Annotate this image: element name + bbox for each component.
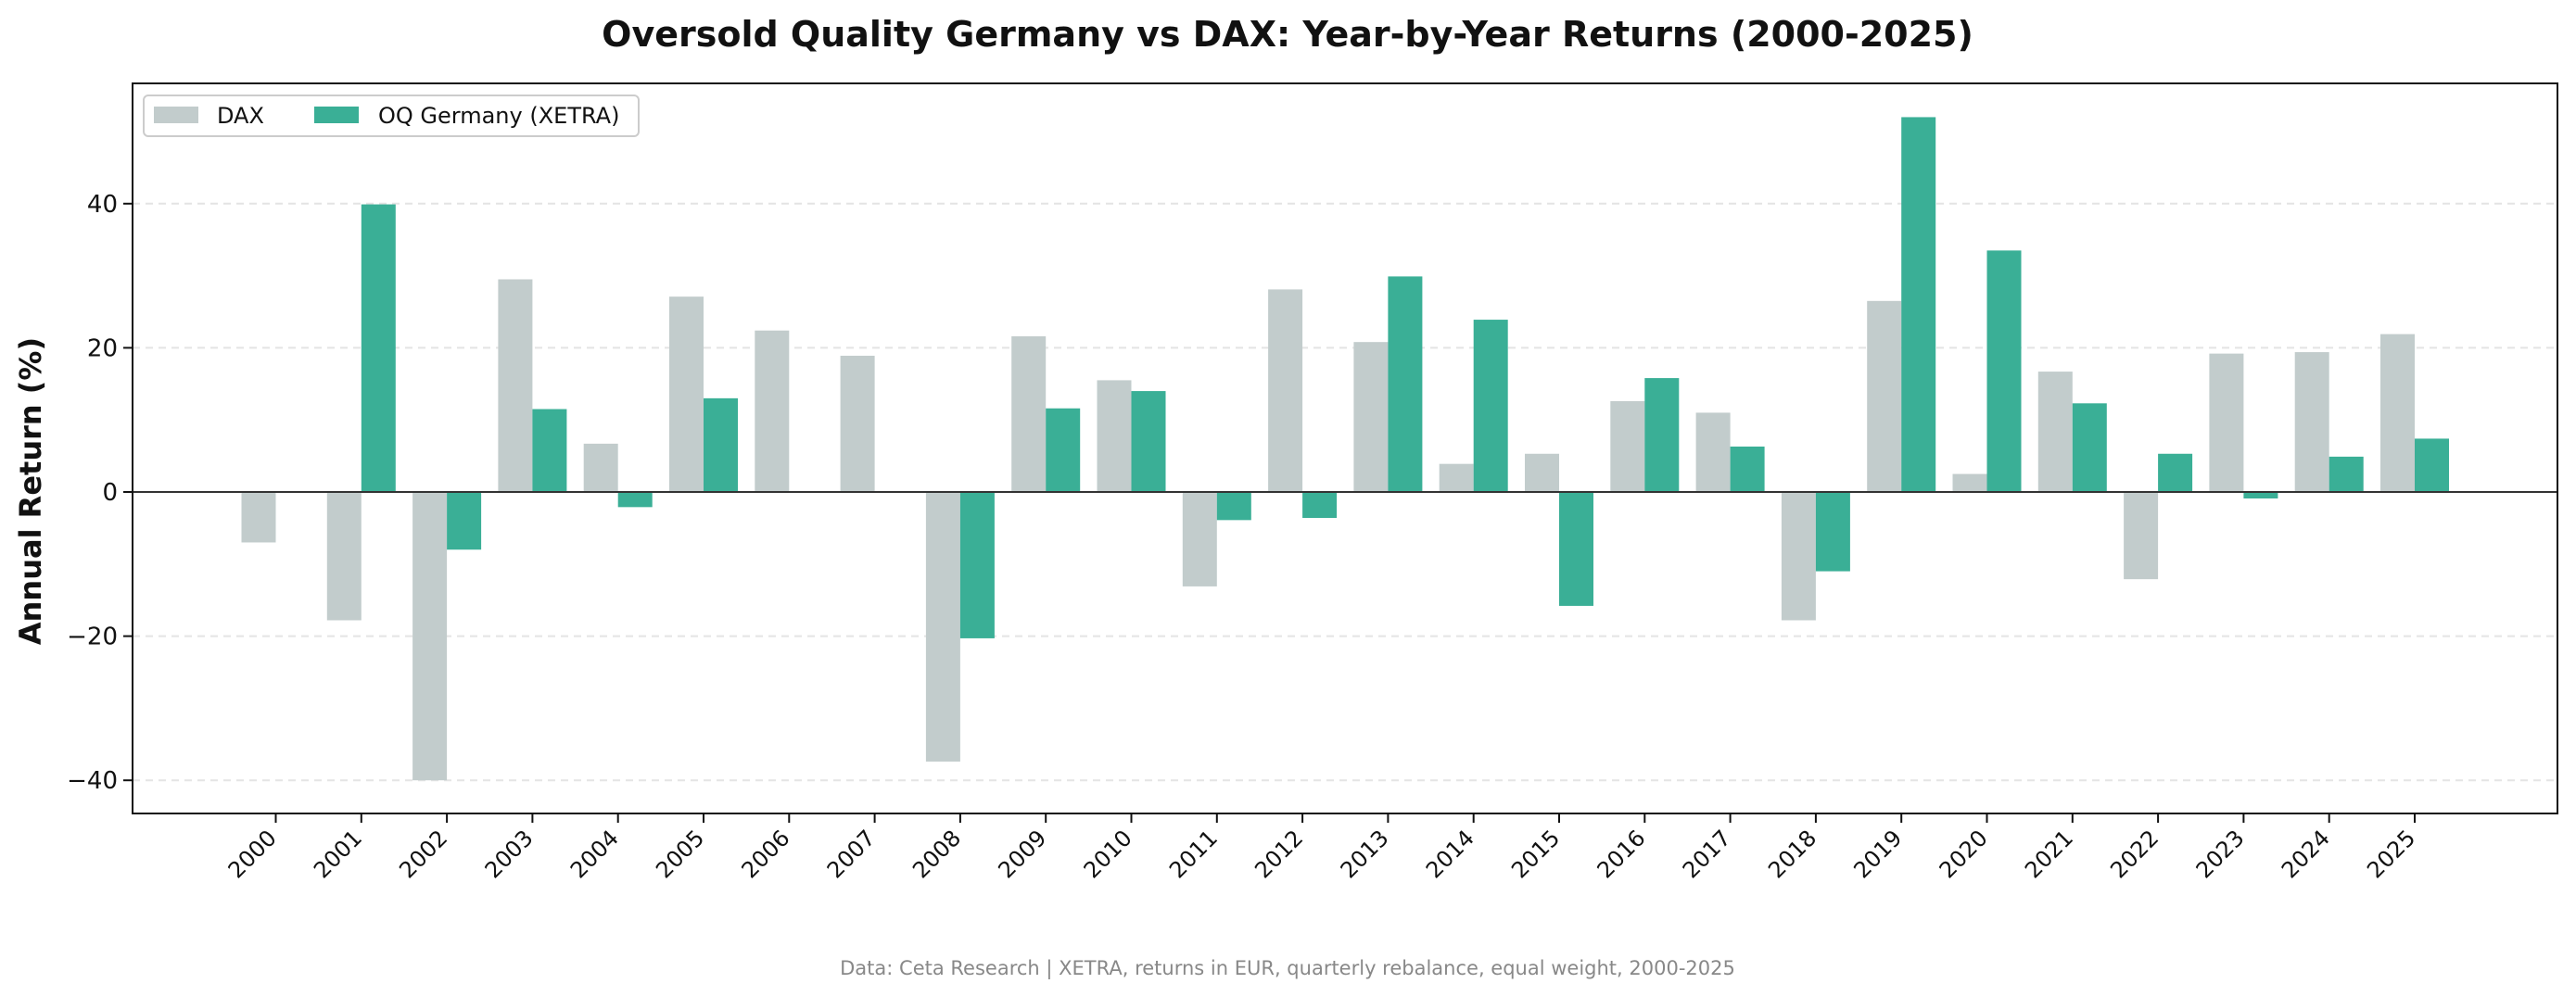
bar-oq-germany-2024 [2329,456,2364,492]
x-tick-label: 2014 [1421,825,1479,883]
bar-dax-2017 [1695,412,1731,492]
x-tick-label: 2023 [2191,825,2250,883]
bar-dax-2013 [1353,342,1389,492]
bar-oq-germany-2021 [2072,403,2107,492]
y-axis-label: Annual Return (%) [13,337,48,645]
bar-dax-2014 [1439,463,1474,492]
bar-oq-germany-2005 [704,397,738,492]
legend-swatch-dax [154,107,198,123]
bar-dax-2000 [241,492,276,543]
x-tick-label: 2002 [394,825,452,883]
plot-area: −40 −20 0 20 40 2000 2001 2002 2003 2004 2005 2006 2… [67,82,2558,883]
x-tick-label: 2025 [2362,825,2420,883]
x-tick-label: 2004 [565,825,624,883]
bar-oq-germany-2013 [1388,276,1423,492]
bar-dax-2001 [326,492,362,621]
x-tick-label: 2001 [309,825,367,883]
x-tick-label: 2021 [2020,825,2078,883]
legend-box [143,95,640,137]
bar-oq-germany-2017 [1730,446,1765,492]
bar-dax-2023 [2209,353,2244,492]
bar-dax-2011 [1182,492,1217,586]
x-tick-label: 2017 [1678,825,1736,883]
bar-dax-2021 [2037,372,2073,492]
bar-oq-germany-2018 [1815,492,1850,572]
footer-note: Data: Ceta Research | XETRA, returns in … [840,957,1735,980]
y-tick-label: −20 [67,624,118,651]
bar-dax-2019 [1867,300,1902,492]
x-tick-label: 2022 [2105,825,2164,883]
plot-frame [132,82,2558,814]
bar-dax-2006 [755,330,790,492]
bar-dax-2012 [1268,289,1303,492]
bar-oq-germany-2016 [1644,378,1680,492]
bar-dax-2024 [2294,352,2329,492]
x-tick-label: 2016 [1593,825,1651,883]
x-tick-label: 2005 [651,825,709,883]
x-tick-label: 2024 [2277,825,2335,883]
x-tick-label: 2019 [1848,825,1907,883]
bar-oq-germany-2009 [1046,408,1081,492]
bar-oq-germany-2015 [1559,492,1593,606]
legend-swatch-oq-germany [314,107,359,123]
bar-dax-2005 [669,296,704,492]
bar-dax-2020 [1952,473,1987,492]
bar-dax-2022 [2124,492,2159,580]
bar-dax-2007 [840,355,875,492]
bar-oq-germany-2023 [2243,492,2278,499]
bar-dax-2018 [1781,492,1816,621]
x-tick-label: 2007 [822,825,881,883]
y-tick-label: 20 [87,334,118,362]
bar-dax-2003 [498,279,533,492]
x-tick-label: 2010 [1079,825,1137,883]
x-tick-label: 2018 [1763,825,1821,883]
bar-oq-germany-2022 [2158,453,2193,492]
x-tick-label: 2008 [907,825,966,883]
chart-title: Oversold Quality Germany vs DAX: Year-by… [602,14,1973,55]
y-tick-label: 40 [87,191,118,219]
bar-oq-germany-2008 [959,492,995,638]
x-tick-label: 2006 [737,825,795,883]
legend-label-oq-germany: OQ Germany (XETRA) [378,103,619,129]
bar-dax-2002 [412,492,448,781]
bar-oq-germany-2019 [1901,117,1936,492]
bar-dax-2009 [1011,335,1047,492]
bar-oq-germany-2014 [1473,320,1508,492]
bar-oq-germany-2001 [361,204,396,492]
legend-label-dax: DAX [217,103,264,129]
bar-oq-germany-2011 [1216,492,1251,521]
bar-oq-germany-2020 [1986,250,2022,492]
bar-oq-germany-2012 [1302,492,1338,519]
x-tick-label: 2013 [1336,825,1394,883]
legend: DAX OQ Germany (XETRA) [143,95,640,137]
bar-dax-2004 [583,443,618,492]
y-tick-label: 0 [102,479,118,507]
bar-oq-germany-2002 [447,492,482,550]
bar-oq-germany-2010 [1131,391,1166,492]
x-tick-label: 2020 [1935,825,1993,883]
x-tick-label: 2009 [993,825,1051,883]
x-tick-label: 2000 [223,825,282,883]
x-tick-label: 2015 [1506,825,1565,883]
bar-dax-2015 [1525,453,1559,492]
x-tick-label: 2011 [1164,825,1223,883]
bar-oq-germany-2003 [532,409,567,492]
y-tick-label: −40 [67,767,118,795]
bar-dax-2008 [925,492,960,762]
x-tick-label: 2003 [480,825,539,883]
bar-oq-germany-2025 [2415,438,2449,492]
x-tick-label: 2012 [1250,825,1308,883]
bar-dax-2025 [2380,334,2415,492]
bar-dax-2010 [1097,380,1132,492]
bar-dax-2016 [1610,400,1645,492]
bar-oq-germany-2004 [617,492,653,508]
